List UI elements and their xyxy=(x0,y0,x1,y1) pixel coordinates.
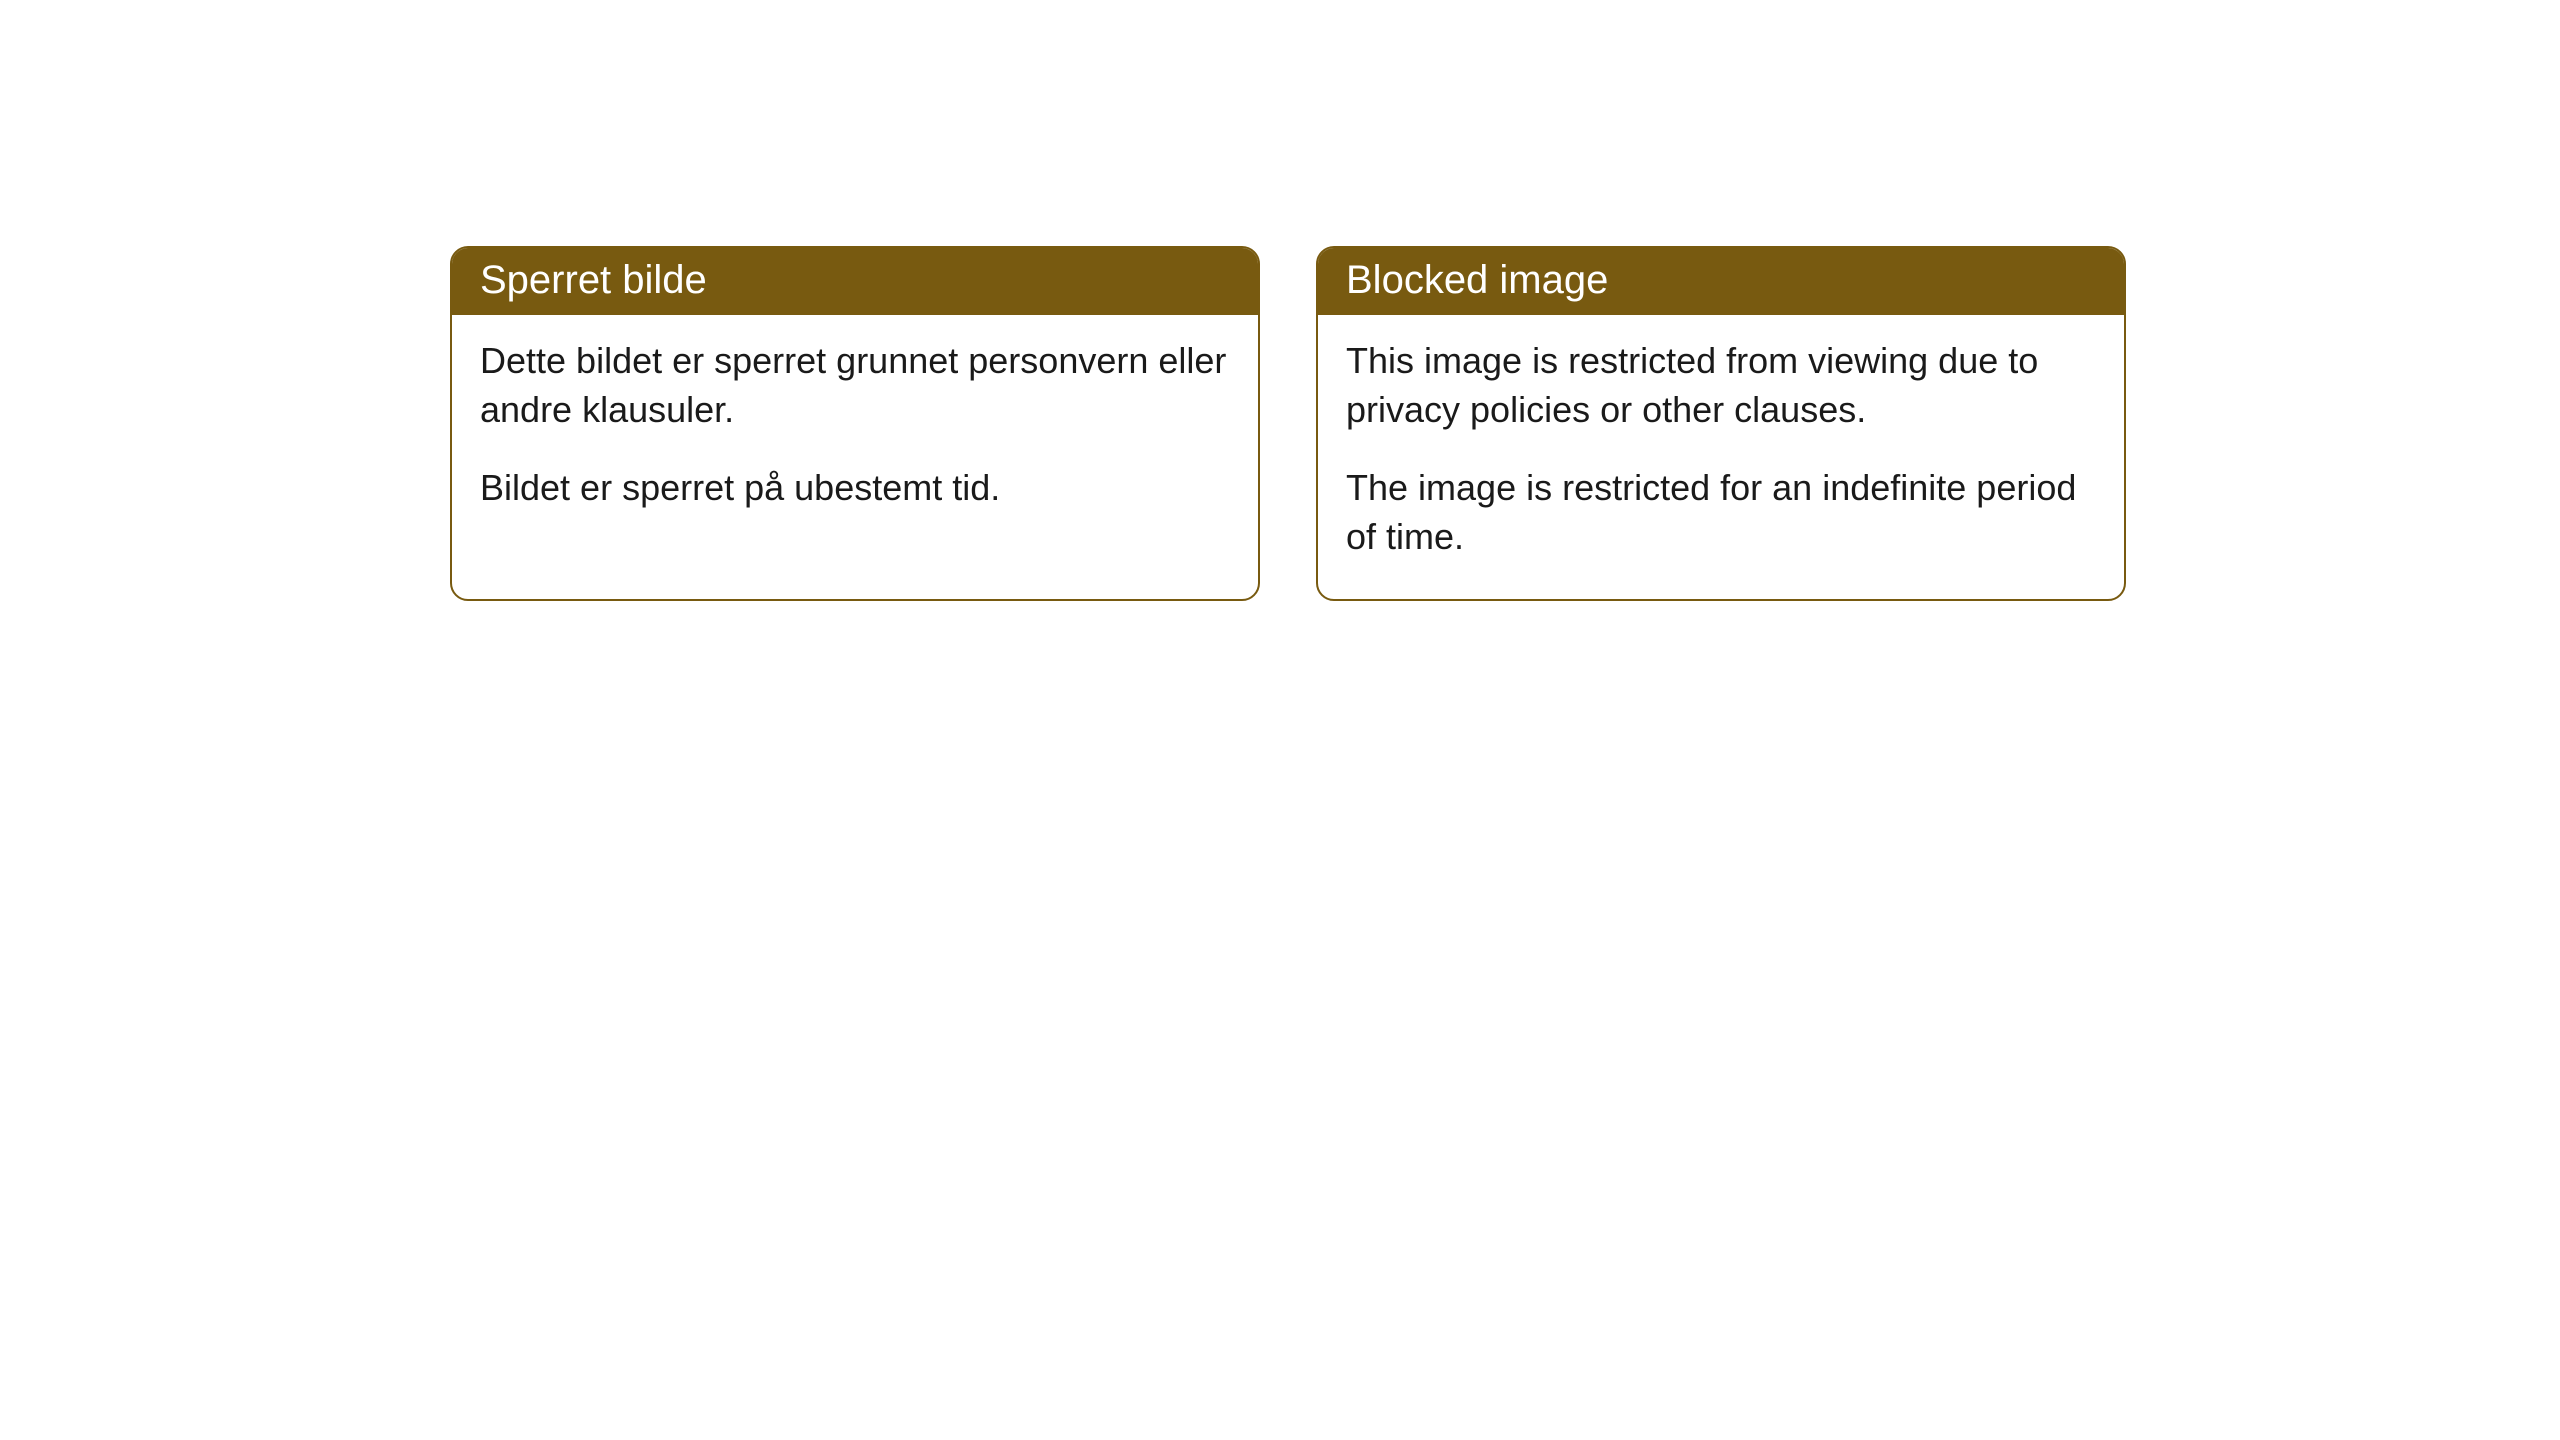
card-paragraph: This image is restricted from viewing du… xyxy=(1346,337,2096,434)
card-header: Sperret bilde xyxy=(452,248,1258,315)
notice-card-english: Blocked image This image is restricted f… xyxy=(1316,246,2126,601)
notice-cards-container: Sperret bilde Dette bildet er sperret gr… xyxy=(450,246,2126,601)
card-title: Sperret bilde xyxy=(480,258,707,302)
notice-card-norwegian: Sperret bilde Dette bildet er sperret gr… xyxy=(450,246,1260,601)
card-header: Blocked image xyxy=(1318,248,2124,315)
card-body: Dette bildet er sperret grunnet personve… xyxy=(452,315,1258,551)
card-body: This image is restricted from viewing du… xyxy=(1318,315,2124,599)
card-title: Blocked image xyxy=(1346,258,1608,302)
card-paragraph: Dette bildet er sperret grunnet personve… xyxy=(480,337,1230,434)
card-paragraph: The image is restricted for an indefinit… xyxy=(1346,464,2096,561)
card-paragraph: Bildet er sperret på ubestemt tid. xyxy=(480,464,1230,513)
